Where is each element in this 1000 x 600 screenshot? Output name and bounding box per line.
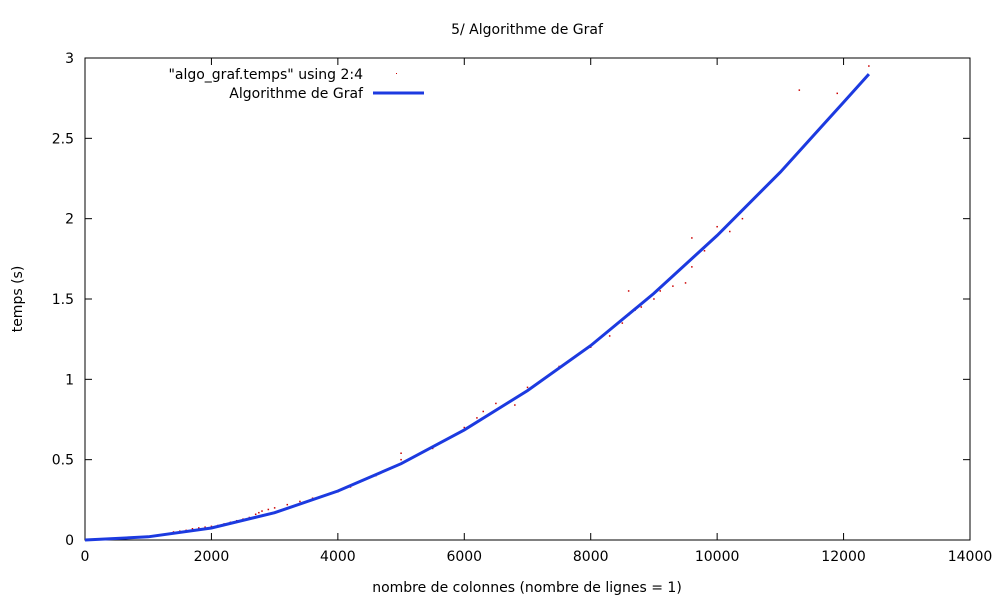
data-point xyxy=(258,511,260,514)
x-tick-label: 6000 xyxy=(446,549,482,565)
y-tick-label: 2.5 xyxy=(52,131,74,147)
data-point xyxy=(198,527,200,529)
data-point xyxy=(476,417,478,419)
x-tick-label: 12000 xyxy=(821,549,866,565)
data-point xyxy=(621,322,624,324)
data-point xyxy=(514,404,516,406)
data-point xyxy=(691,237,693,239)
data-point xyxy=(400,458,402,461)
x-tick-label: 4000 xyxy=(320,549,356,565)
data-point xyxy=(482,410,484,413)
data-point xyxy=(703,250,706,252)
x-tick-label: 10000 xyxy=(695,549,740,565)
data-point xyxy=(608,335,611,337)
data-point xyxy=(204,526,206,528)
data-point xyxy=(210,525,213,528)
x-tick-label: 8000 xyxy=(573,549,609,565)
y-axis: 0 0.5 1 1.5 2 2.5 3 xyxy=(52,51,970,549)
x-tick-label: 14000 xyxy=(948,549,993,565)
x-axis: 0 2000 4000 6000 8000 10000 12000 14000 xyxy=(81,58,993,565)
data-point xyxy=(741,217,744,220)
y-tick-label: 1 xyxy=(65,372,74,388)
data-point xyxy=(286,503,289,506)
x-axis-label: nombre de colonnes (nombre de lignes = 1… xyxy=(372,580,682,596)
data-point xyxy=(273,507,276,509)
data-point xyxy=(659,290,661,292)
y-tick-label: 0.5 xyxy=(52,453,74,469)
data-point xyxy=(716,225,718,228)
data-point xyxy=(672,285,674,287)
data-point xyxy=(191,528,194,530)
data-point xyxy=(526,386,529,389)
series-line-algorithme-de-graf xyxy=(84,73,871,542)
y-tick-label: 1.5 xyxy=(52,292,74,308)
data-point xyxy=(640,306,643,308)
x-tick-label: 0 xyxy=(81,549,90,565)
data-point xyxy=(653,298,655,300)
data-point xyxy=(261,510,263,512)
y-axis-label: temps (s) xyxy=(10,266,26,333)
y-tick-label: 0 xyxy=(65,533,74,549)
data-point xyxy=(836,92,838,95)
data-point xyxy=(868,65,870,67)
legend: "algo_graf.temps" using 2:4 Algorithme d… xyxy=(168,67,424,102)
data-point xyxy=(400,452,402,454)
data-point xyxy=(691,266,693,268)
data-point xyxy=(495,402,497,405)
legend-label-points: "algo_graf.temps" using 2:4 xyxy=(168,67,363,83)
data-point xyxy=(684,282,687,284)
y-tick-label: 3 xyxy=(65,51,74,67)
legend-swatch-points xyxy=(396,73,397,74)
plot-frame xyxy=(84,57,971,541)
data-point xyxy=(729,230,731,233)
data-point xyxy=(798,89,801,91)
data-point xyxy=(627,290,630,292)
data-point xyxy=(299,500,301,503)
y-tick-label: 2 xyxy=(65,212,74,228)
data-point xyxy=(463,426,466,429)
data-point xyxy=(254,513,257,516)
legend-label-line: Algorithme de Graf xyxy=(229,86,364,102)
scatter-series xyxy=(172,65,870,533)
x-tick-label: 2000 xyxy=(194,549,230,565)
data-point xyxy=(267,508,270,511)
chart-title: 5/ Algorithme de Graf xyxy=(451,22,604,38)
